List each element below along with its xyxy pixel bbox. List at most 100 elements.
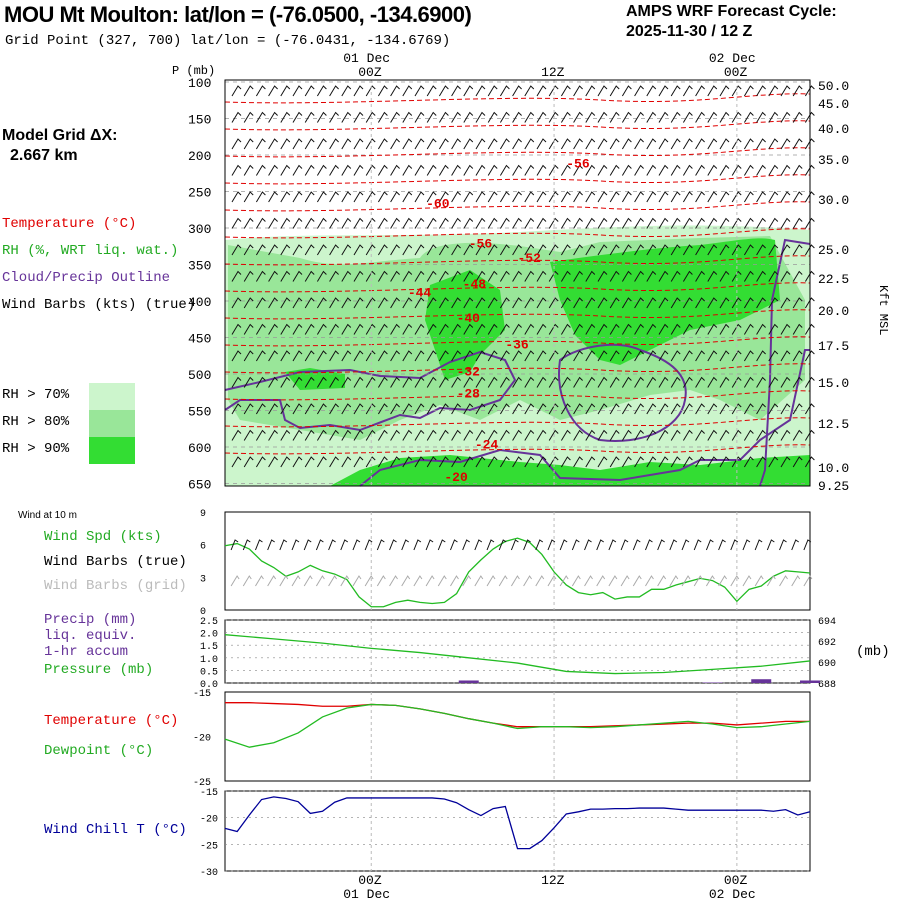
wind-barb bbox=[670, 376, 681, 388]
wind-barb bbox=[463, 244, 474, 256]
legend-pressure: Pressure (mb) bbox=[44, 662, 154, 678]
wind-barb bbox=[353, 350, 364, 362]
wind-barb bbox=[548, 376, 559, 388]
wind-barb bbox=[731, 270, 742, 282]
wind-barb bbox=[329, 164, 339, 176]
wind-barb bbox=[390, 456, 400, 468]
top-date-label: 02 Dec bbox=[709, 51, 756, 66]
wind-barb-grid bbox=[450, 575, 459, 587]
wind-barb bbox=[487, 297, 498, 309]
wind-barb bbox=[438, 403, 449, 415]
wind-barb bbox=[524, 323, 535, 335]
wind-barb-true bbox=[645, 539, 653, 551]
wind-barb bbox=[451, 85, 461, 97]
wind-barb bbox=[414, 297, 425, 309]
wind-barb bbox=[548, 456, 559, 468]
wind-barb bbox=[499, 85, 510, 97]
wind-barb bbox=[292, 111, 303, 123]
wind-barb bbox=[621, 244, 632, 256]
wind-barb bbox=[341, 456, 352, 468]
wind-barb bbox=[512, 270, 522, 282]
wind-tick-label: 3 bbox=[200, 574, 206, 585]
wind-barb-true bbox=[779, 539, 787, 551]
wind-barb bbox=[487, 323, 498, 335]
wind-barb bbox=[463, 111, 474, 123]
wind-barb bbox=[609, 191, 620, 203]
temperature-tick-label: -25 bbox=[193, 778, 211, 789]
wind-barb bbox=[499, 297, 510, 309]
wind-barb bbox=[414, 350, 425, 362]
wind-barb bbox=[634, 350, 644, 362]
wind-barb bbox=[451, 456, 461, 468]
wind-barb bbox=[597, 244, 608, 256]
wind-barb bbox=[573, 429, 583, 441]
pressure-tick-label: 450 bbox=[188, 332, 211, 347]
wind-barb bbox=[499, 376, 510, 388]
wind-barb bbox=[646, 111, 657, 123]
wind-barb bbox=[304, 244, 315, 256]
wind-barb bbox=[426, 403, 437, 415]
wind-barb bbox=[768, 456, 779, 468]
wind-barb bbox=[682, 191, 693, 203]
wind-barb bbox=[231, 429, 242, 441]
wind-barb bbox=[731, 217, 742, 229]
kft-axis-label: Kft MSL bbox=[876, 285, 890, 335]
wind-barb bbox=[365, 350, 376, 362]
wind-barb bbox=[255, 429, 266, 441]
wind-barb bbox=[390, 191, 400, 203]
wind-barb bbox=[634, 138, 644, 150]
wind-barb bbox=[731, 191, 742, 203]
wind-barb bbox=[560, 429, 571, 441]
wind-barb bbox=[292, 270, 303, 282]
wind-barb bbox=[536, 164, 547, 176]
wind-barb bbox=[426, 350, 437, 362]
wind-barb bbox=[646, 85, 657, 97]
forecast-cycle: AMPS WRF Forecast Cycle: 2025-11-30 / 12… bbox=[626, 2, 837, 42]
wind-barb bbox=[304, 323, 315, 335]
wind-barb bbox=[231, 138, 242, 150]
wind-barb bbox=[548, 85, 559, 97]
wind-barb bbox=[231, 403, 242, 415]
wind-barb bbox=[621, 270, 632, 282]
isotherm-label: -32 bbox=[457, 364, 481, 379]
wind-barb bbox=[268, 270, 278, 282]
wind-barb bbox=[634, 429, 644, 441]
wind-barb bbox=[329, 191, 339, 203]
wind-barb bbox=[268, 217, 278, 229]
wind-barb bbox=[255, 297, 266, 309]
wind-barb bbox=[329, 217, 339, 229]
wind-barb bbox=[329, 350, 339, 362]
wind-barb bbox=[268, 403, 278, 415]
wind-barb bbox=[768, 85, 779, 97]
wind-barb bbox=[695, 297, 705, 309]
wind-barb bbox=[719, 350, 730, 362]
wind-barb bbox=[646, 217, 657, 229]
wind-barb bbox=[756, 350, 766, 362]
wind-barb bbox=[634, 323, 644, 335]
wind-barb bbox=[365, 138, 376, 150]
wind-barb bbox=[316, 350, 327, 362]
wind-barb bbox=[658, 191, 669, 203]
wind-barb bbox=[402, 297, 413, 309]
wind-barb bbox=[719, 191, 730, 203]
wind-barb bbox=[695, 376, 705, 388]
wind-barb bbox=[573, 244, 583, 256]
wind-barb bbox=[536, 138, 547, 150]
wind-barb bbox=[512, 297, 522, 309]
wind-barb bbox=[426, 376, 437, 388]
wind-barb bbox=[743, 323, 754, 335]
wind-barb bbox=[634, 244, 644, 256]
wind-barb bbox=[585, 456, 596, 468]
wind-barb bbox=[536, 85, 547, 97]
wind-barb bbox=[414, 138, 425, 150]
wind-barb bbox=[573, 164, 583, 176]
wind-barb bbox=[377, 138, 388, 150]
wind-barb bbox=[463, 297, 474, 309]
wind-barb bbox=[768, 376, 779, 388]
wind-barb bbox=[804, 429, 815, 441]
wind-barb-grid bbox=[523, 575, 533, 587]
wind-barb bbox=[426, 323, 437, 335]
legend-wind-chill: Wind Chill T (°C) bbox=[44, 822, 187, 838]
wind-barb bbox=[243, 85, 254, 97]
isotherm-line bbox=[224, 282, 811, 293]
